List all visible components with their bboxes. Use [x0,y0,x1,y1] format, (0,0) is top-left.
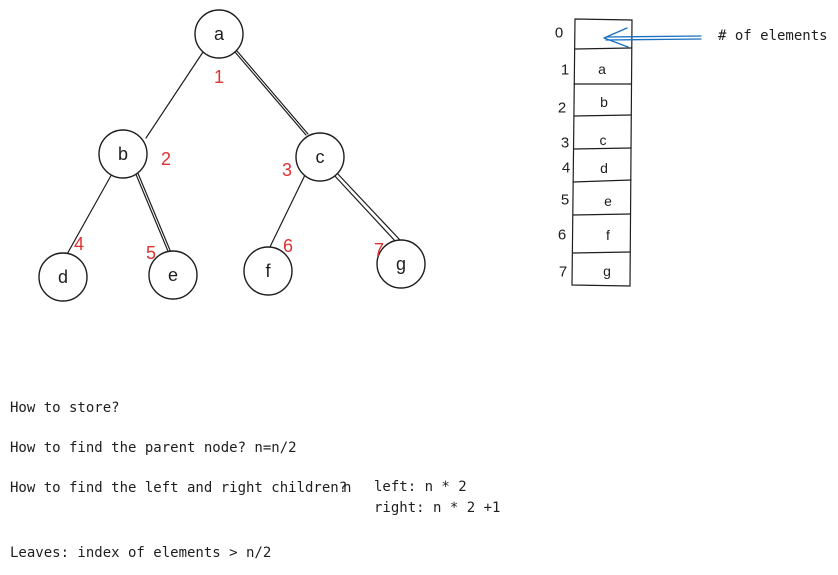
node-g-label: g [396,254,406,274]
array-index-1: 1 [561,62,569,79]
node-a-label: a [214,24,225,44]
node-d-label: d [58,267,68,287]
array-value-2: b [600,94,608,110]
node-c-label: c [316,147,325,167]
edge-a-b [145,51,204,139]
tree-indices: 1 2 3 4 5 6 7 [74,67,384,263]
node-b-circle [98,129,148,179]
array-value-6: f [606,227,610,243]
array-outline [571,18,633,287]
note-children-var: n [343,480,351,496]
array-value-1: a [598,61,606,77]
array-value-3: c [600,132,607,148]
array-value-7: g [603,263,611,279]
array-divider-4 [573,147,632,150]
node-e-circle [148,250,198,300]
array-index-7: 7 [559,264,567,281]
edge-b-e [134,170,173,257]
count-arrow [603,27,702,48]
node-e-label: e [168,265,178,285]
tree-edges [65,50,401,257]
edge-c-g [332,171,401,243]
array-index-0: 0 [555,25,563,42]
node-g-circle [376,239,426,289]
count-annotation: # of elements [718,28,828,44]
edge-b-d [65,171,114,257]
index-label-6: 6 [283,236,293,256]
node-a-circle [194,9,244,59]
node-f-label: f [265,261,271,281]
note-how-to-store: How to store? [10,400,120,416]
node-b-label: b [118,144,128,164]
node-e: e [148,250,198,300]
index-label-2: 2 [161,149,171,169]
heap-array: 0 1 2 3 4 5 6 7 a b c d e f g [555,18,633,287]
node-a: a [194,9,244,59]
index-label-7: 7 [374,240,384,260]
note-children: How to find the left and right children? [10,480,347,496]
array-index-4: 4 [562,160,570,177]
array-divider-1 [574,47,632,50]
node-c-circle [295,132,345,182]
array-divider-5 [572,179,632,183]
note-parent-node: How to find the parent node? n=n/2 [10,440,297,456]
array-value-4: d [600,160,608,176]
array-index-2: 2 [558,100,566,117]
node-b: b [98,129,148,179]
array-divider-6 [572,213,631,216]
array-index-5: 5 [561,192,569,209]
edge-a-c [234,50,309,136]
tree-nodes: a b c d e f g [38,9,426,302]
index-label-1: 1 [214,67,224,87]
node-f: f [243,246,293,296]
note-right-child: right: n * 2 +1 [374,500,500,516]
array-index-3: 3 [561,135,569,152]
node-g: g [376,239,426,289]
index-label-5: 5 [146,243,156,263]
array-divider-3 [573,114,632,117]
array-divider-7 [572,251,631,254]
note-left-child: left: n * 2 [374,479,467,495]
arrow-shaft [605,35,702,41]
index-label-3: 3 [282,160,292,180]
node-c: c [295,132,345,182]
node-d-circle [38,252,88,302]
note-leaves: Leaves: index of elements > n/2 [10,545,271,561]
array-value-5: e [604,193,612,209]
arrow-head-icon [603,27,629,48]
edge-c-f [267,174,306,252]
node-d: d [38,252,88,302]
node-f-circle [243,246,293,296]
notes: How to store? How to find the parent nod… [10,400,500,561]
index-label-4: 4 [74,234,84,254]
array-index-6: 6 [558,227,566,244]
